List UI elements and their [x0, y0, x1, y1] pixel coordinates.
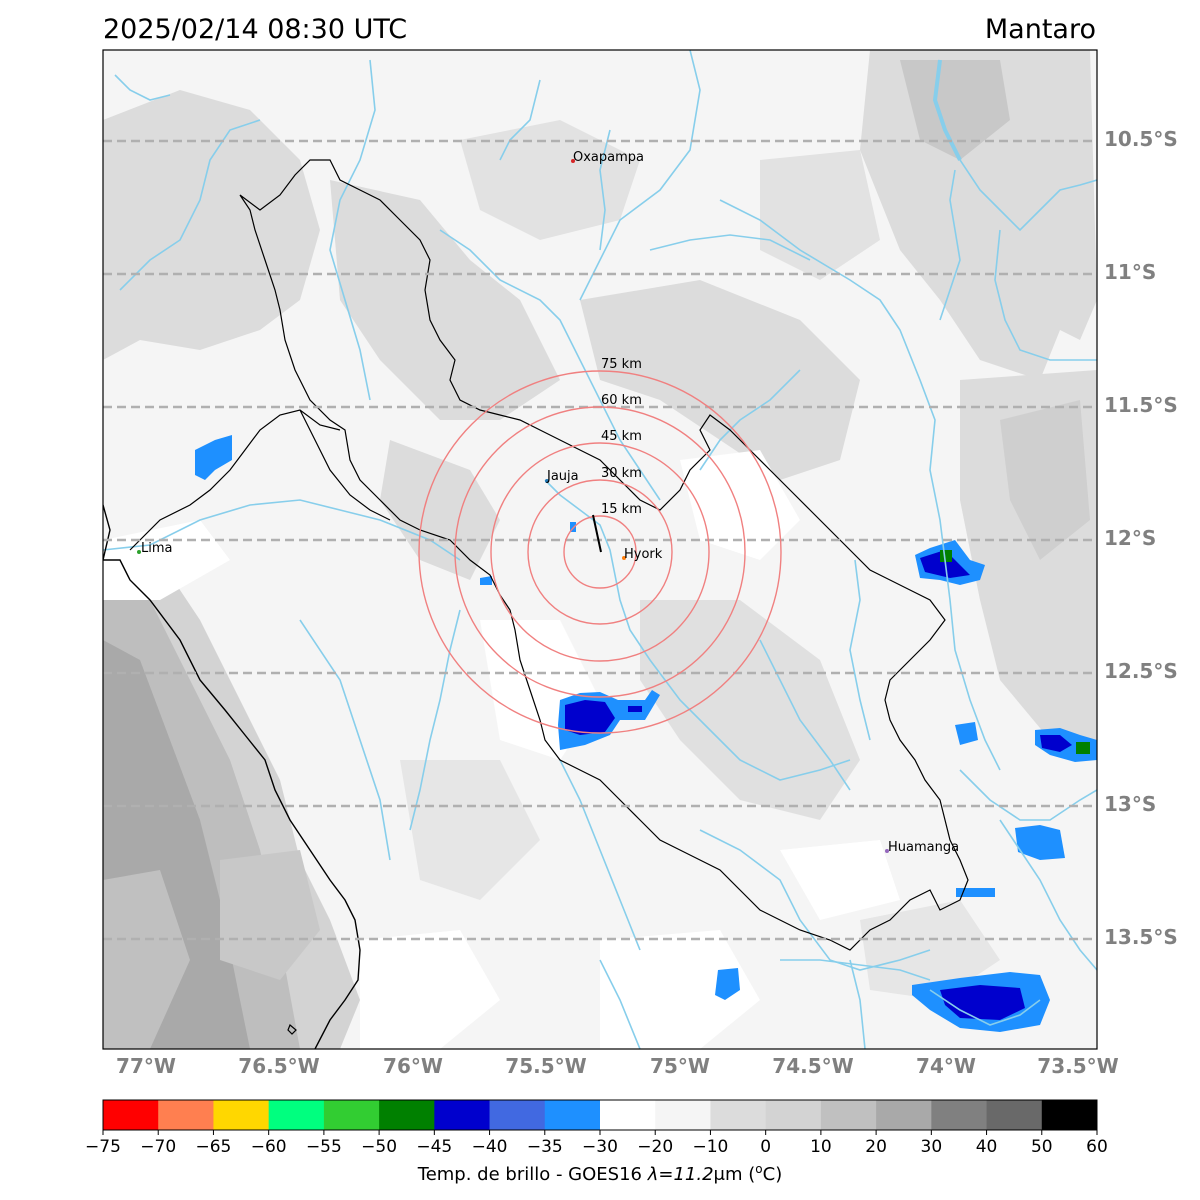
colorbar-tick-label: −30 [582, 1137, 618, 1157]
colorbar [103, 1100, 1098, 1130]
colorbar-tick-label: 20 [865, 1137, 887, 1157]
colorbar-tick-label: −45 [416, 1137, 452, 1157]
map-title-region: Mantaro [984, 14, 1096, 45]
colorbar-cell [323, 1100, 380, 1130]
lat-label: 10.5°S [1104, 127, 1178, 151]
colorbar-cell [765, 1100, 822, 1130]
lon-label: 77°W [116, 1054, 176, 1078]
colorbar-cell [1041, 1100, 1098, 1130]
colorbar-cell [655, 1100, 711, 1130]
island [287, 1024, 297, 1035]
colorbar-tick-label: 60 [1086, 1137, 1108, 1157]
colorbar-tick-label: −75 [85, 1137, 121, 1157]
city-marker [137, 550, 141, 554]
lat-label: 12°S [1104, 526, 1156, 550]
map-frame [102, 49, 1098, 1050]
longitude-labels: 77°W 76.5°W 76°W 75.5°W 75°W 74.5°W 74°W… [116, 1054, 1119, 1078]
latitude-labels: 10.5°S 11°S 11.5°S 12°S 12.5°S 13°S 13.5… [1104, 127, 1178, 949]
colorbar-tick-label: 40 [976, 1137, 998, 1157]
colorbar-tick-label: −60 [251, 1137, 287, 1157]
lon-label: 74.5°W [772, 1054, 853, 1078]
main-river [932, 59, 962, 161]
colorbar-cell [489, 1100, 546, 1130]
lon-label: 73.5°W [1037, 1054, 1118, 1078]
lon-label: 76°W [383, 1054, 443, 1078]
lon-label: 76.5°W [238, 1054, 319, 1078]
colorbar-cell [876, 1100, 932, 1130]
lat-label: 11.5°S [1104, 393, 1178, 417]
sub-basin-outline [129, 409, 391, 551]
colorbar-tick-label: −20 [637, 1137, 673, 1157]
colorbar-tick-label: 10 [810, 1137, 832, 1157]
storm-track [592, 514, 602, 553]
city-label: Hyork [624, 547, 663, 562]
colorbar-cell [213, 1100, 270, 1130]
city-marker [885, 849, 889, 853]
rivers [103, 50, 1097, 1049]
ring-label-75km: 75 km [601, 357, 642, 372]
distance-rings [418, 370, 782, 734]
coastline [103, 504, 361, 1049]
colorbar-cell [434, 1100, 490, 1130]
colorbar-cell [103, 1100, 159, 1130]
colorbar-cell [931, 1100, 987, 1130]
colorbar-cell [379, 1100, 435, 1130]
colorbar-cell [268, 1100, 325, 1130]
city-lima: Lima [137, 541, 172, 556]
colorbar-tick-label: −50 [361, 1137, 397, 1157]
city-hyork: Hyork [622, 547, 663, 562]
lat-label: 11°S [1104, 260, 1156, 284]
colorbar-cell [710, 1100, 767, 1130]
city-label: Oxapampa [573, 150, 644, 165]
basin-outline [239, 159, 969, 951]
lon-label: 75.5°W [505, 1054, 586, 1078]
colorbar-tick-label: −40 [472, 1137, 508, 1157]
colorbar-label: Temp. de brillo - GOES16 λ=11.2μm (oC) [417, 1162, 782, 1185]
lat-label: 13.5°S [1104, 925, 1178, 949]
city-marker [571, 159, 575, 163]
ring-label-30km: 30 km [601, 466, 642, 481]
map-title-timestamp: 2025/02/14 08:30 UTC [103, 14, 408, 45]
city-jauja: Jauja [545, 469, 579, 484]
colorbar-tick-label: −10 [692, 1137, 728, 1157]
city-label: Huamanga [888, 840, 959, 855]
lat-label: 12.5°S [1104, 659, 1178, 683]
colorbar-cell [158, 1100, 214, 1130]
colorbar-tick-label: 30 [921, 1137, 943, 1157]
colorbar-ticks: −75 −70 −65 −60 −55 −50 −45 −40 −35 −30 −20 −10 0 10 2… [85, 1130, 1108, 1157]
colorbar-tick-label: −35 [527, 1137, 563, 1157]
lon-label: 74°W [916, 1054, 976, 1078]
colorbar-tick-label: 0 [760, 1137, 771, 1157]
colorbar-cell [600, 1100, 656, 1130]
colorbar-tick-label: 50 [1031, 1137, 1053, 1157]
city-huamanga: Huamanga [885, 840, 959, 855]
ring-label-60km: 60 km [601, 393, 642, 408]
ring-label-15km: 15 km [601, 502, 642, 517]
city-label: Lima [141, 541, 172, 556]
colorbar-tick-label: −70 [140, 1137, 176, 1157]
colorbar-cell [544, 1100, 601, 1130]
colorbar-cell [820, 1100, 877, 1130]
city-marker [545, 479, 549, 483]
city-oxapampa: Oxapampa [571, 150, 644, 165]
colorbar-tick-label: −55 [306, 1137, 342, 1157]
city-marker [622, 556, 626, 560]
lat-label: 13°S [1104, 792, 1156, 816]
brightness-temperature-field [103, 50, 1097, 1049]
colorbar-cell [986, 1100, 1043, 1130]
city-label: Jauja [546, 469, 579, 484]
lon-label: 75°W [650, 1054, 710, 1078]
ring-label-45km: 45 km [601, 429, 642, 444]
colorbar-tick-label: −65 [195, 1137, 231, 1157]
